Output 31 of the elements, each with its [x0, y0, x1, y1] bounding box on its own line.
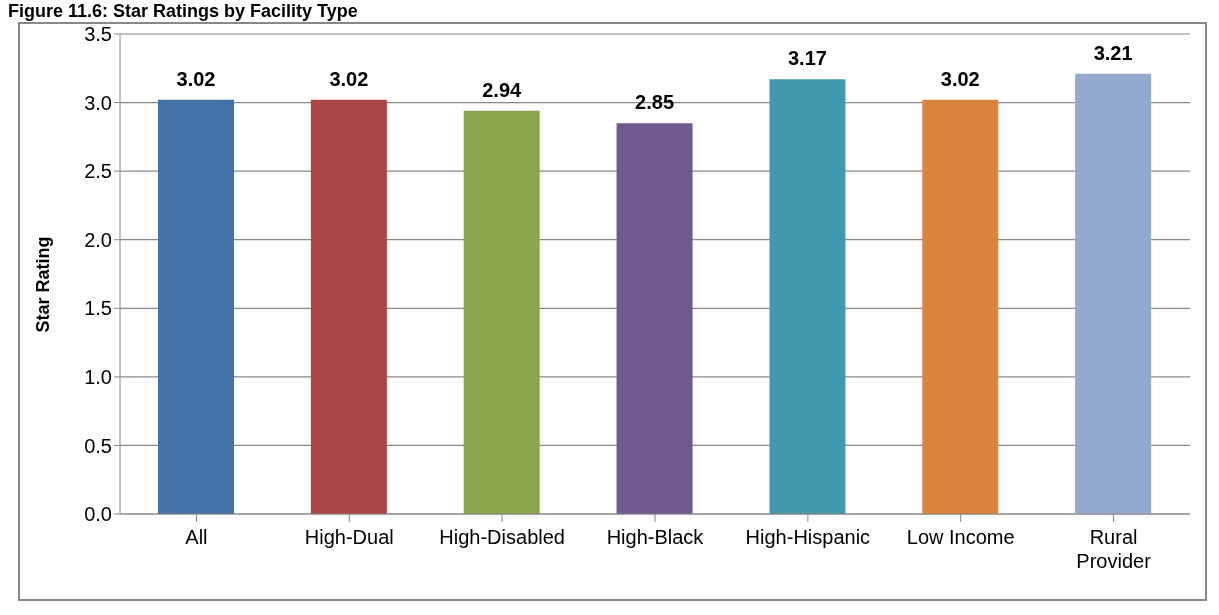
chart-title: Figure 11.6: Star Ratings by Facility Type: [8, 0, 359, 22]
x-tick-label: Low Income: [906, 526, 1015, 548]
data-label: 3.02: [176, 67, 216, 90]
data-label: 3.17: [787, 47, 827, 70]
x-tick-label: Rural Provider: [1076, 526, 1152, 572]
y-tick-label: 3.5: [84, 23, 112, 46]
bar: [463, 110, 540, 514]
y-tick-label: 1.5: [84, 297, 112, 320]
y-tick-label: 0.0: [84, 503, 112, 526]
y-tick-label: 1.0: [84, 365, 112, 388]
data-label: 3.21: [1093, 41, 1133, 64]
bar: [1075, 73, 1152, 514]
data-label: 3.02: [940, 67, 980, 90]
bar: [158, 99, 234, 514]
y-tick-label: 2.5: [84, 160, 112, 183]
y-tick-label: 0.5: [84, 434, 112, 457]
bar: [922, 99, 999, 514]
x-tick-label: High-Hispanic: [745, 526, 871, 548]
x-tick-label: High-Disabled: [439, 526, 565, 548]
x-tick-label: High-Black: [606, 526, 705, 548]
data-label: 3.02: [329, 67, 369, 90]
bar: [616, 123, 693, 514]
y-tick-label: 2.0: [84, 228, 112, 251]
data-label: 2.94: [482, 78, 523, 101]
data-label: 2.85: [635, 91, 675, 114]
y-axis-title: Star Rating: [32, 235, 54, 333]
bar: [310, 99, 387, 514]
x-tick-label: High-Dual: [304, 526, 394, 548]
y-tick-label: 3.0: [84, 91, 112, 114]
bar: [769, 79, 846, 514]
x-tick-label: All: [185, 526, 208, 548]
